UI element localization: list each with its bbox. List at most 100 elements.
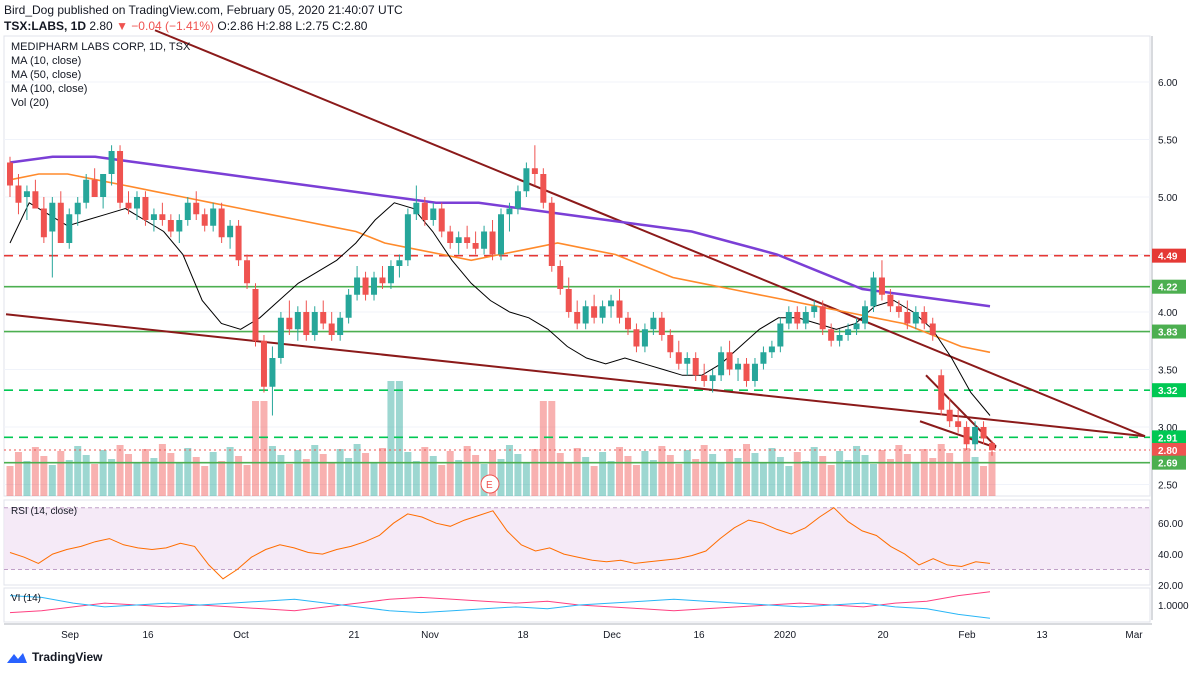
volume-bar	[285, 464, 293, 496]
candle-body	[523, 168, 530, 192]
price-tick-label: 6.00	[1158, 78, 1178, 89]
candle-body	[421, 202, 428, 220]
volume-bar	[57, 451, 65, 496]
legend-title: MEDIPHARM LABS CORP, 1D, TSX	[11, 41, 191, 53]
volume-bar	[141, 449, 149, 496]
candle-body	[726, 352, 733, 370]
publisher-info: Bird_Dog published on TradingView.com, F…	[4, 3, 403, 17]
price-tick-label: 3.50	[1158, 366, 1178, 377]
symbol-name: TSX:LABS, 1D	[4, 19, 87, 33]
down-arrow-icon: ▼	[116, 19, 128, 33]
earnings-marker-label: E	[486, 480, 493, 491]
volume-bar	[903, 454, 911, 496]
volume-bar	[345, 458, 353, 496]
time-tick-label: 16	[142, 630, 154, 641]
candle-body	[269, 358, 276, 387]
volume-bar	[886, 459, 894, 496]
volume-bar	[455, 460, 463, 496]
last-price: 2.80	[89, 19, 113, 33]
candle-body	[641, 329, 648, 347]
candle-body	[260, 340, 267, 387]
candle-body	[963, 427, 970, 445]
candle-body	[108, 151, 115, 174]
candle-body	[582, 306, 589, 324]
volume-bar	[260, 401, 268, 496]
candle-body	[667, 335, 674, 353]
candle-body	[565, 289, 572, 312]
level-price-label: 3.83	[1158, 328, 1178, 339]
volume-bar	[116, 445, 124, 496]
volume-bar	[438, 465, 446, 496]
volume-bar	[404, 452, 412, 496]
time-tick-label: 20	[877, 630, 889, 641]
ohlc-values: O:2.86 H:2.88 L:2.75 C:2.80	[217, 19, 368, 33]
level-price-tag	[1152, 279, 1186, 294]
ma100-line	[9, 155, 991, 308]
candle-body	[91, 179, 98, 197]
candle-body	[718, 352, 725, 376]
price-pane-frame	[3, 35, 1151, 497]
volume-bar	[768, 448, 776, 496]
volume-bar	[226, 447, 234, 496]
candle-body	[286, 317, 293, 330]
candle-body	[608, 300, 615, 307]
volume-bar	[378, 448, 386, 496]
candle-body	[870, 277, 877, 307]
chart-area[interactable]: 2.503.003.504.004.505.005.506.004.494.22…	[0, 0, 1200, 650]
candle-body	[125, 202, 132, 209]
candle-body	[498, 214, 504, 255]
candle-body	[862, 306, 869, 324]
volume-bar	[937, 444, 945, 496]
volume-bar	[133, 463, 141, 496]
candle-body	[481, 231, 488, 249]
volume-bar	[988, 452, 996, 496]
candle-body	[802, 312, 809, 324]
time-tick-label: Dec	[603, 630, 621, 641]
candle-body	[616, 300, 623, 318]
candle-body	[904, 312, 911, 324]
candle-body	[430, 208, 437, 220]
volume-bar	[844, 460, 852, 496]
candle-body	[540, 174, 547, 203]
candle-body	[735, 363, 742, 370]
candle-body	[66, 214, 73, 243]
volume-bar	[700, 445, 708, 496]
rsi-tick-label: 60.00	[1158, 519, 1183, 530]
volume-bar	[387, 381, 395, 496]
candle-body	[599, 306, 606, 318]
volume-bar	[328, 463, 336, 496]
candle-body	[320, 312, 327, 324]
candle-body	[159, 214, 166, 220]
candle-body	[464, 237, 471, 243]
candle-body	[184, 202, 191, 220]
volume-bar	[726, 449, 734, 496]
rsi-band	[4, 507, 1150, 570]
volume-bar	[869, 464, 877, 496]
candle-body	[7, 162, 13, 186]
candle-body	[591, 306, 598, 318]
candle-body	[379, 277, 386, 284]
volume-bar	[277, 455, 285, 496]
candle-body	[701, 375, 708, 381]
volume-bar	[692, 459, 700, 496]
candle-body	[777, 323, 784, 347]
volume-bar	[616, 447, 624, 496]
volume-bar	[505, 445, 513, 496]
candle-body	[176, 220, 183, 232]
volume-bar	[836, 451, 844, 496]
footer-brand[interactable]: TradingView	[6, 650, 102, 664]
volume-bar	[336, 449, 344, 496]
symbol-quote: TSX:LABS, 1D 2.80 ▼ −0.04 (−1.41%) O:2.8…	[4, 19, 367, 33]
level-price-label: 2.91	[1158, 433, 1178, 444]
legend: MEDIPHARM LABS CORP, 1D, TSX MA (10, clo…	[11, 40, 190, 110]
candle-body	[557, 266, 564, 289]
volume-bar	[429, 456, 437, 496]
vi-plus-line	[9, 591, 991, 614]
candle-body	[514, 191, 521, 209]
volume-bar	[819, 456, 827, 496]
candle-body	[768, 346, 775, 353]
candle-body	[32, 191, 39, 209]
volume-bar	[514, 454, 522, 496]
candle-body	[328, 323, 335, 335]
volume-bar	[218, 461, 226, 496]
